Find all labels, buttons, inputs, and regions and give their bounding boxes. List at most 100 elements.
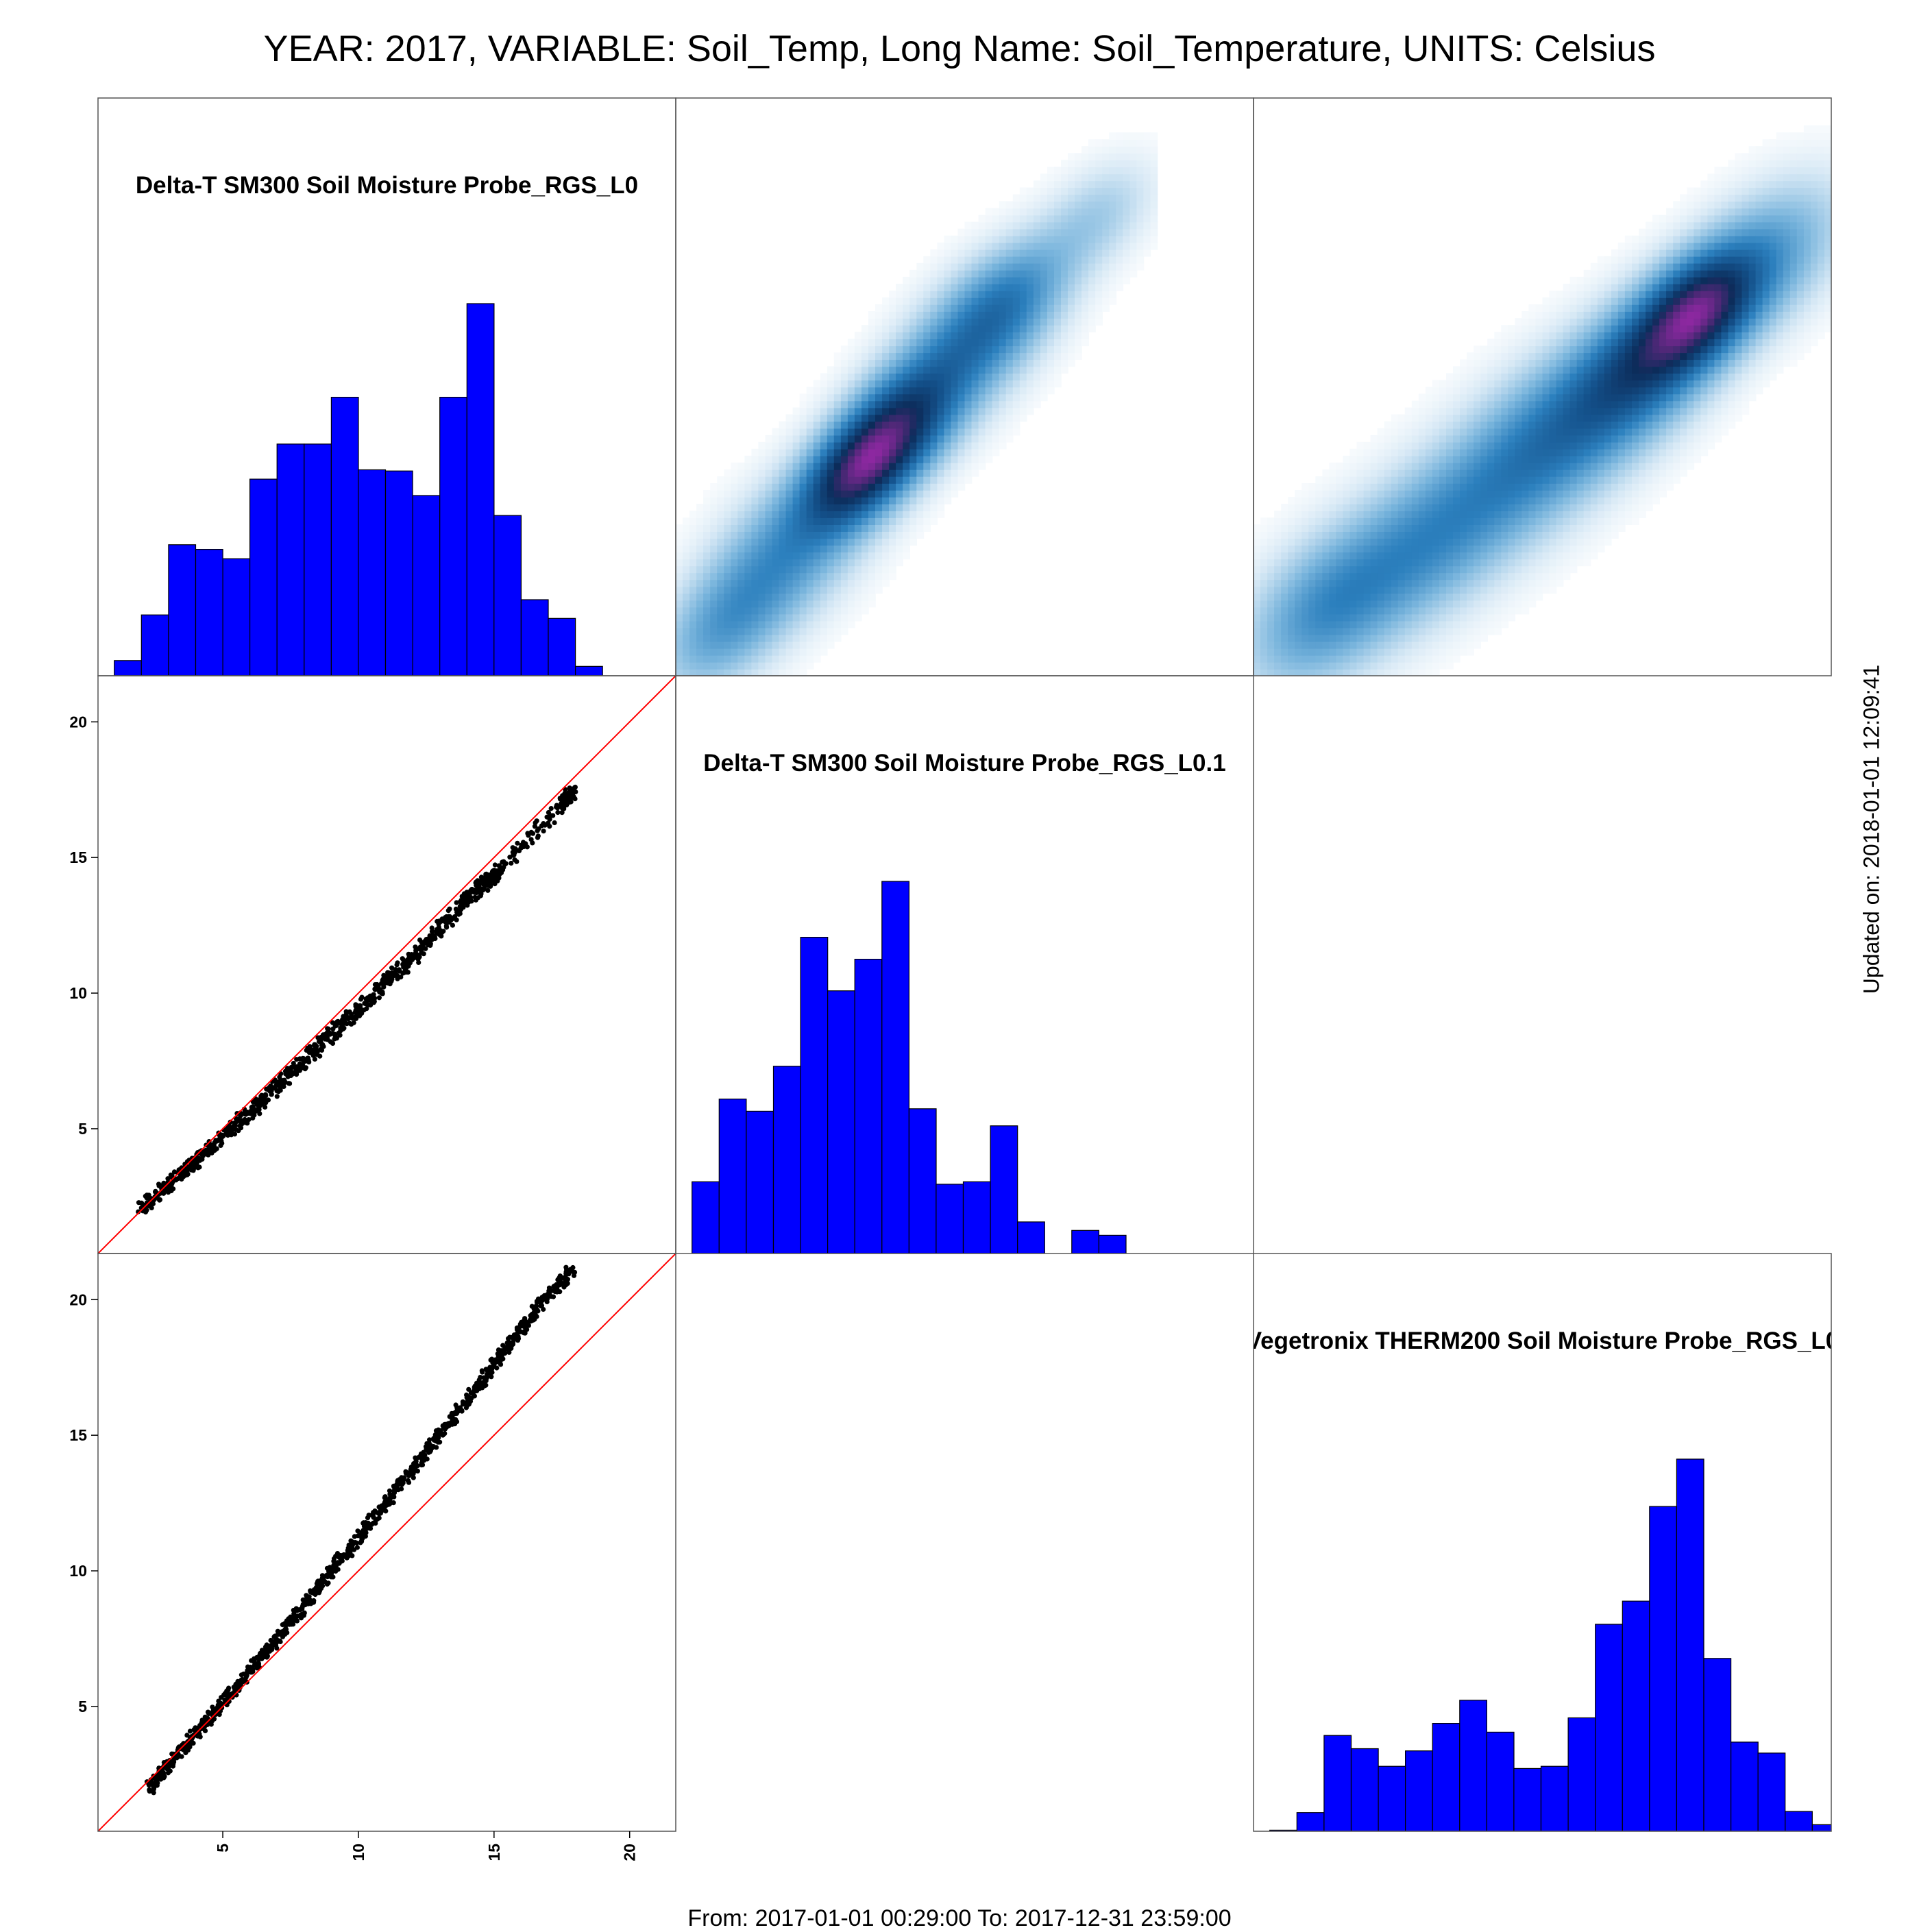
density-cell — [1591, 304, 1598, 312]
density-cell — [1577, 311, 1585, 319]
density-cell — [1281, 580, 1288, 587]
density-cell — [1515, 511, 1522, 518]
density-cell — [916, 511, 924, 518]
density-cell — [1109, 291, 1116, 298]
density-cell — [1508, 538, 1515, 546]
density-cell — [916, 421, 924, 429]
density-cell — [1639, 469, 1646, 477]
density-cell — [979, 277, 986, 284]
density-cell — [1577, 339, 1585, 346]
density-cell — [1666, 435, 1674, 443]
density-cell — [1075, 249, 1082, 257]
density-cell — [1020, 256, 1027, 264]
density-cell — [1308, 517, 1316, 525]
density-cell — [909, 490, 917, 498]
density-cell — [1398, 573, 1406, 580]
density-cell — [1384, 545, 1392, 552]
density-cell — [1618, 345, 1626, 353]
density-cell — [1673, 215, 1680, 223]
density-cell — [889, 573, 896, 580]
density-cell — [814, 380, 821, 388]
density-cell — [889, 504, 896, 511]
density-cell — [1020, 325, 1027, 332]
density-cell — [916, 304, 924, 312]
density-cell — [1673, 270, 1680, 278]
density-cell — [1591, 297, 1598, 305]
density-cell — [1350, 600, 1358, 608]
density-cell — [999, 339, 1007, 346]
density-cell — [689, 573, 697, 580]
density-cell — [958, 332, 966, 339]
density-cell — [1694, 325, 1701, 332]
density-cell — [1550, 339, 1557, 346]
density-cell — [827, 415, 835, 422]
density-cell — [896, 408, 903, 415]
density-cell — [1591, 380, 1598, 388]
density-cell — [937, 325, 944, 332]
density-cell — [1301, 504, 1309, 511]
density-cell — [1329, 504, 1336, 511]
density-cell — [1646, 352, 1653, 360]
density-cell — [703, 621, 711, 628]
density-cell — [923, 463, 931, 470]
density-cell — [1577, 325, 1585, 332]
density-cell — [793, 559, 800, 566]
density-cell — [958, 380, 966, 388]
density-cell — [731, 552, 738, 559]
density-cell — [1714, 270, 1722, 278]
density-cell — [930, 456, 938, 463]
density-cell — [1371, 648, 1378, 656]
density-cell — [889, 352, 896, 360]
density-cell — [1467, 628, 1474, 635]
density-cell — [1618, 517, 1626, 525]
density-cell — [1116, 195, 1123, 202]
density-cell — [724, 531, 731, 539]
density-cell — [1625, 428, 1633, 436]
density-cell — [882, 490, 890, 498]
density-cell — [1480, 415, 1488, 422]
density-cell — [1013, 373, 1020, 380]
density-cell — [1343, 545, 1351, 552]
density-cell — [1659, 339, 1667, 346]
density-cell — [1480, 380, 1488, 388]
density-cell — [1315, 614, 1323, 622]
density-cell — [923, 345, 931, 353]
density-cell — [758, 669, 766, 676]
density-cell — [1501, 380, 1508, 388]
density-cell — [1371, 449, 1378, 456]
density-cell — [1714, 236, 1722, 243]
density-cell — [1460, 600, 1467, 608]
density-cell — [937, 497, 944, 504]
density-cell — [1707, 401, 1715, 408]
density-cell — [848, 594, 855, 601]
density-cell — [937, 380, 944, 388]
density-cell — [1563, 531, 1571, 539]
density-cell — [1006, 339, 1014, 346]
density-cell — [737, 469, 745, 477]
density-cell — [1378, 476, 1385, 484]
density-cell — [1659, 483, 1667, 491]
density-cell — [992, 345, 1000, 353]
density-cell — [731, 635, 738, 642]
density-cell — [1013, 243, 1020, 250]
density-cell — [1515, 587, 1522, 594]
density-cell — [1467, 497, 1474, 504]
density-cell — [1591, 421, 1598, 429]
density-cell — [1584, 559, 1591, 566]
density-cell — [1384, 421, 1392, 429]
density-cell — [882, 421, 890, 429]
density-cell — [1639, 332, 1646, 339]
density-cell — [882, 511, 890, 518]
density-cell — [979, 442, 986, 450]
density-cell — [1384, 621, 1392, 628]
density-cell — [1095, 249, 1103, 257]
density-cell — [1061, 167, 1068, 174]
density-cell — [1536, 580, 1543, 587]
density-cell — [1364, 559, 1371, 566]
density-cell — [772, 483, 780, 491]
density-cell — [1432, 580, 1440, 587]
density-cell — [1315, 621, 1323, 628]
density-cell — [1501, 490, 1508, 498]
density-cell — [1295, 587, 1302, 594]
density-cell — [1426, 387, 1433, 395]
